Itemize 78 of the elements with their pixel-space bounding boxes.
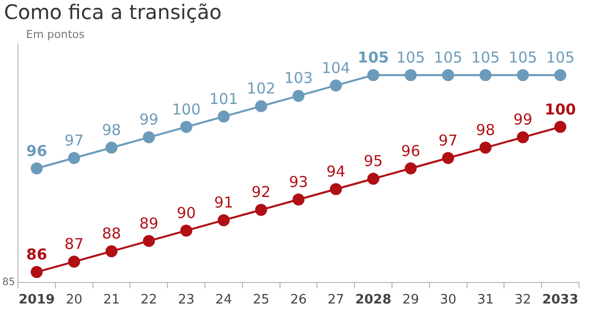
x-tick-label: 20 <box>66 292 82 308</box>
data-label: 100 <box>544 100 576 118</box>
data-label: 97 <box>64 131 84 150</box>
data-label: 91 <box>214 194 234 212</box>
point <box>554 69 566 82</box>
point <box>218 214 230 226</box>
data-label: 105 <box>508 48 538 66</box>
point <box>516 69 529 82</box>
point <box>330 79 342 92</box>
data-label: 89 <box>139 214 158 232</box>
point <box>68 152 80 164</box>
point <box>180 120 192 133</box>
data-label: 105 <box>471 48 500 66</box>
point <box>404 162 417 174</box>
x-tick-label: 29 <box>402 292 419 308</box>
data-label: 100 <box>172 100 201 118</box>
x-tick-label: 2028 <box>355 292 392 308</box>
x-tick-label: 2019 <box>18 292 55 308</box>
data-label: 96 <box>401 142 420 160</box>
data-label: 105 <box>396 48 426 66</box>
point <box>106 245 118 258</box>
y-axis-title: Em pontos <box>26 28 85 41</box>
point <box>367 69 380 82</box>
x-tick-label: 2033 <box>542 292 578 308</box>
data-label: 92 <box>252 183 271 202</box>
data-label: 94 <box>326 162 346 181</box>
point <box>142 131 155 144</box>
data-label: 98 <box>476 121 496 140</box>
x-tick-label: 26 <box>290 292 307 308</box>
data-label: 95 <box>364 152 383 170</box>
point <box>106 142 118 154</box>
x-tick-label: 24 <box>215 292 232 308</box>
point <box>68 256 80 268</box>
point <box>218 110 230 123</box>
point <box>480 142 492 154</box>
point <box>442 69 454 82</box>
data-label: 99 <box>139 110 158 129</box>
data-label: 87 <box>64 235 84 254</box>
data-label: 98 <box>102 121 122 140</box>
data-label: 93 <box>288 172 308 191</box>
data-label: 97 <box>438 131 458 150</box>
data-label: 86 <box>26 245 48 264</box>
data-label: 90 <box>176 204 196 222</box>
point <box>180 224 192 237</box>
data-label: 105 <box>434 48 462 66</box>
data-label: 103 <box>284 69 313 88</box>
point <box>404 69 417 82</box>
point <box>367 172 380 185</box>
x-tick-label: 22 <box>140 292 158 308</box>
x-tick-label: 27 <box>328 292 344 308</box>
data-label: 105 <box>546 48 575 66</box>
data-label: 88 <box>102 224 122 243</box>
point <box>30 162 43 174</box>
x-tick-label: 25 <box>252 292 270 308</box>
point <box>480 69 492 82</box>
data-label: 102 <box>246 80 276 98</box>
x-tick-label: 31 <box>477 292 494 308</box>
x-tick-label: 32 <box>514 292 532 308</box>
point <box>442 152 454 164</box>
point <box>292 193 304 206</box>
x-tick-label: 30 <box>440 292 456 308</box>
point <box>554 120 566 133</box>
x-tick-label: 21 <box>103 292 120 308</box>
point <box>292 90 304 102</box>
point <box>255 100 268 112</box>
point <box>30 266 43 278</box>
point <box>255 204 268 216</box>
point <box>516 131 529 144</box>
x-tick-label: 23 <box>178 292 195 308</box>
data-label: 99 <box>513 110 532 129</box>
chart-title: Como fica a transição <box>4 0 222 24</box>
data-label: 104 <box>322 58 350 77</box>
text: 85 <box>2 276 15 288</box>
data-label: 96 <box>26 142 48 160</box>
point <box>330 183 342 196</box>
data-label: 101 <box>209 90 238 108</box>
point <box>142 234 155 247</box>
data-label: 105 <box>358 48 389 66</box>
